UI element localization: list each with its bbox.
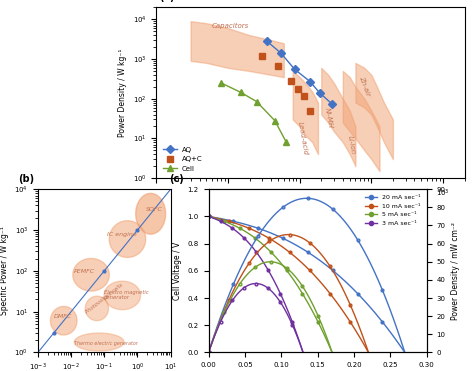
Text: Ni-MH: Ni-MH xyxy=(324,108,334,129)
X-axis label: Energy Density / Wh kg⁻¹: Energy Density / Wh kg⁻¹ xyxy=(262,205,359,214)
Text: SOFC: SOFC xyxy=(146,207,163,211)
Y-axis label: Power Density / mW cm⁻²: Power Density / mW cm⁻² xyxy=(451,222,460,320)
Text: Zn-air: Zn-air xyxy=(358,75,371,96)
Legend: 20 mA sec⁻¹, 10 mA sec⁻¹, 5 mA sec⁻¹, 3 mA sec⁻¹: 20 mA sec⁻¹, 10 mA sec⁻¹, 5 mA sec⁻¹, 3 … xyxy=(362,192,423,228)
Y-axis label: Cell Voltage / V: Cell Voltage / V xyxy=(173,242,182,300)
Text: Capacitors: Capacitors xyxy=(212,23,249,29)
Text: IC engine: IC engine xyxy=(107,232,137,237)
Text: Lead-acid: Lead-acid xyxy=(296,121,308,155)
Y-axis label: Specific Power / W kg⁻¹: Specific Power / W kg⁻¹ xyxy=(0,226,9,315)
Text: Electro magnetic
generator: Electro magnetic generator xyxy=(104,289,149,301)
Polygon shape xyxy=(104,281,141,310)
Text: DMFC: DMFC xyxy=(54,314,72,319)
Polygon shape xyxy=(73,259,109,291)
Text: (c): (c) xyxy=(169,174,184,184)
Y-axis label: Power Density / W kg⁻¹: Power Density / W kg⁻¹ xyxy=(118,49,128,137)
Text: PEMFC: PEMFC xyxy=(74,269,95,274)
Text: Photovoltaic cells: Photovoltaic cells xyxy=(84,282,124,315)
Polygon shape xyxy=(136,193,165,234)
Text: Li-ion: Li-ion xyxy=(346,135,356,155)
Polygon shape xyxy=(85,296,109,321)
Polygon shape xyxy=(50,306,77,335)
Text: (b): (b) xyxy=(18,174,34,184)
Text: (a): (a) xyxy=(159,0,175,2)
Legend: AQ, AQ+C, Cell: AQ, AQ+C, Cell xyxy=(160,144,206,175)
Text: Thermo electric generator: Thermo electric generator xyxy=(74,341,137,346)
Polygon shape xyxy=(109,221,146,257)
Polygon shape xyxy=(74,333,124,351)
